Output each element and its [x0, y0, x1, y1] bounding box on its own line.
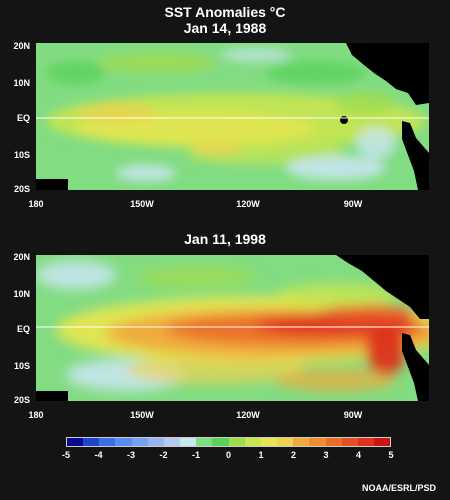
lon-label-180: 180	[28, 410, 44, 420]
colorbar-swatch	[196, 438, 213, 446]
colorbar-tick-label: -3	[126, 450, 135, 460]
lon-label-90w: 90W	[343, 199, 363, 209]
colorbar-swatch	[325, 438, 342, 446]
lat-label-10s: 10S	[13, 150, 30, 160]
colorbar-swatch	[212, 438, 229, 446]
colorbar-swatch	[309, 438, 326, 446]
colorbar-tick-label: 2	[290, 450, 296, 460]
lat-label-20s: 20S	[13, 395, 30, 405]
colorbar-tick-label: -5	[61, 450, 70, 460]
colorbar-tick-label: 0	[225, 450, 231, 460]
lat-label-10s: 10S	[13, 361, 30, 371]
lon-label-150w: 150W	[130, 199, 154, 209]
lon-label-120w: 120W	[236, 410, 260, 420]
colorbar-swatch	[67, 438, 84, 446]
colorbar-swatch	[147, 438, 164, 446]
colorbar-tick-label: -1	[191, 450, 200, 460]
colorbar-swatch	[228, 438, 245, 446]
colorbar-swatch	[115, 438, 132, 446]
lat-label-10n: 10N	[13, 289, 30, 299]
colorbar-swatch	[83, 438, 100, 446]
panel-2-date: Jan 11, 1998	[184, 231, 266, 247]
colorbar-swatch	[99, 438, 116, 446]
colorbar-swatch	[373, 438, 391, 446]
colorbar-swatch	[357, 438, 374, 446]
colorbar-swatch	[293, 438, 310, 446]
colorbar-tick-label: 4	[355, 450, 361, 460]
lon-label-180: 180	[28, 199, 44, 209]
sst-map-1998	[36, 255, 429, 401]
lat-label-eq: EQ	[16, 324, 30, 334]
colorbar-tick-label: 3	[323, 450, 329, 460]
colorbar-tick-label: -2	[159, 450, 168, 460]
colorbar-swatch	[277, 438, 294, 446]
colorbar-tick-label: -4	[94, 450, 103, 460]
colorbar-swatch	[341, 438, 358, 446]
colorbar-swatch	[244, 438, 261, 446]
colorbar-swatch	[131, 438, 148, 446]
colorbar-tick-label: 5	[388, 450, 394, 460]
colorbar-swatch	[260, 438, 278, 446]
credit-label: NOAA/ESRL/PSD	[361, 483, 436, 493]
lon-label-120w: 120W	[236, 199, 260, 209]
colorbar-tick-label: 1	[258, 450, 264, 460]
colorbar-swatch	[180, 438, 197, 446]
panel-1-date: Jan 14, 1988	[183, 20, 267, 36]
sst-map-1988	[36, 43, 429, 190]
lon-label-90w: 90W	[343, 410, 363, 420]
lat-label-20n: 20N	[13, 252, 30, 262]
colorbar	[66, 437, 391, 447]
colorbar-swatch	[163, 438, 181, 446]
lat-label-eq: EQ	[16, 113, 30, 123]
lat-label-10n: 10N	[13, 78, 30, 88]
lon-label-150w: 150W	[130, 410, 154, 420]
lat-label-20s: 20S	[13, 184, 30, 194]
map-title: SST Anomalies °C	[164, 4, 286, 20]
lat-label-20n: 20N	[13, 41, 30, 51]
